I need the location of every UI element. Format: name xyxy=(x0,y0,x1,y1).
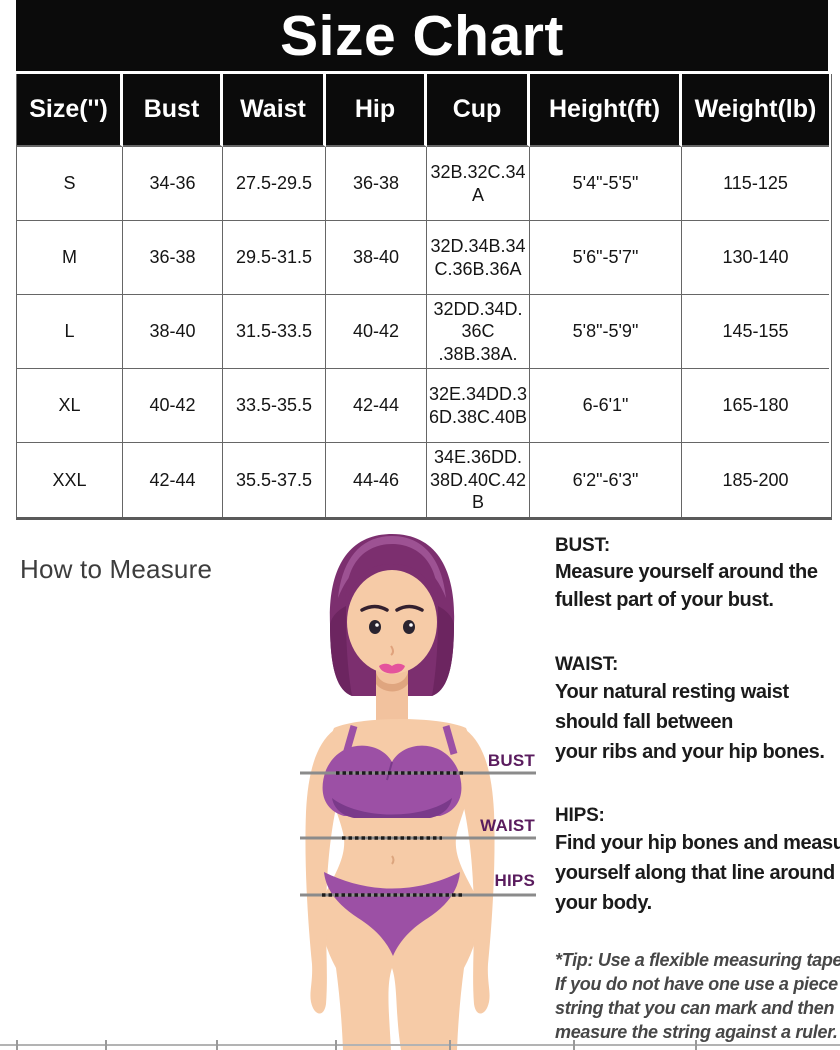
cropped-table-tick xyxy=(695,1040,697,1050)
instruction-line: Measure yourself around the xyxy=(555,561,818,583)
table-cell: 44-46 xyxy=(326,443,427,517)
waist-section: WAIST: Your natural resting waist should… xyxy=(555,653,840,767)
table-cell: 36-38 xyxy=(123,221,223,295)
hips-section: HIPS: Find your hip bones and measure yo… xyxy=(555,804,840,918)
table-cell: 32E.34DD.3 6D.38C.40B xyxy=(427,369,530,443)
page-title: Size Chart xyxy=(280,4,564,68)
table-cell: 27.5-29.5 xyxy=(223,147,326,221)
col-header-bust: Bust xyxy=(123,74,223,147)
bust-section-heading: BUST: xyxy=(555,535,610,556)
table-cell: 5'4"-5'5" xyxy=(530,147,682,221)
bust-section: BUST: Measure yourself around the fulles… xyxy=(555,534,840,614)
figure-label-waist: WAIST xyxy=(480,816,535,835)
instruction-line: yourself along that line around xyxy=(555,862,835,884)
tip-line: measure the string against a ruler. xyxy=(555,1022,838,1042)
neck xyxy=(376,670,408,735)
table-cell: 36-38 xyxy=(326,147,427,221)
cropped-table-tick xyxy=(216,1040,218,1050)
cropped-table-tick xyxy=(16,1040,18,1050)
table-cell: 145-155 xyxy=(682,295,829,369)
table-cell: 165-180 xyxy=(682,369,829,443)
size-table: Size('') Bust Waist Hip Cup Height(ft) W… xyxy=(16,74,832,520)
col-header-waist: Waist xyxy=(223,74,326,147)
table-cell: 130-140 xyxy=(682,221,829,295)
tip-line: *Tip: Use a flexible measuring tape. xyxy=(555,950,840,970)
table-cell: 185-200 xyxy=(722,469,789,490)
table-cell: 35.5-37.5 xyxy=(223,443,326,517)
col-header-hip: Hip xyxy=(326,74,427,147)
table-cell: 34E.36DD. 38D.40C.42 B xyxy=(427,443,530,517)
table-cell: 40-42 xyxy=(123,369,223,443)
table-cell: 34-36 xyxy=(123,147,223,221)
table-cell: 40-42 xyxy=(326,295,427,369)
col-header-weight: Weight(lb) xyxy=(682,74,829,147)
table-cell: XL xyxy=(17,369,123,443)
cropped-table-edge xyxy=(0,1044,840,1046)
figure-label-bust: BUST xyxy=(487,751,535,770)
table-cell: 38-40 xyxy=(326,221,427,295)
table-cell: 42-44 xyxy=(326,369,427,443)
bra xyxy=(322,725,462,818)
waist-section-heading: WAIST: xyxy=(555,654,619,675)
col-header-cup: Cup xyxy=(427,74,530,147)
table-cell: 32DD.34D. 36C .38B.38A. xyxy=(427,295,530,369)
cropped-table-tick xyxy=(335,1040,337,1050)
cropped-table-tick xyxy=(105,1040,107,1050)
table-cell: L xyxy=(17,295,123,369)
cropped-table-tick xyxy=(449,1040,451,1050)
table-cell: S xyxy=(17,147,123,221)
table-cell: 38-40 xyxy=(123,295,223,369)
cropped-table-tick xyxy=(573,1040,575,1050)
col-header-size: Size('') xyxy=(17,74,123,147)
face xyxy=(330,544,454,696)
table-cell: 115-125 xyxy=(682,147,829,221)
measurement-figure-illustration xyxy=(300,534,536,1050)
instruction-line: Your natural resting waist xyxy=(555,681,789,703)
instruction-line: your body. xyxy=(555,892,652,914)
how-to-measure-heading: How to Measure xyxy=(20,554,213,584)
instruction-line: your ribs and your hip bones. xyxy=(555,741,825,763)
hips-section-heading: HIPS: xyxy=(555,805,605,826)
table-cell: 5'8"-5'9" xyxy=(530,295,682,369)
title-banner: Size Chart xyxy=(16,0,828,71)
measure-instructions: BUST: Measure yourself around the fulles… xyxy=(555,530,840,1044)
table-cell: 31.5-33.5 xyxy=(223,295,326,369)
figure-label-hips: HIPS xyxy=(494,871,535,890)
table-cell: 32D.34B.34 C.36B.36A xyxy=(427,221,530,295)
tip-line: string that you can mark and then xyxy=(555,998,835,1018)
table-cell: XXL xyxy=(17,443,123,517)
instruction-line: Find your hip bones and measure xyxy=(555,832,840,854)
instruction-line: should fall between xyxy=(555,711,733,733)
tip-line: If you do not have one use a piece of xyxy=(555,974,840,994)
tip-section: *Tip: Use a flexible measuring tape. If … xyxy=(555,948,840,1044)
table-cell: 33.5-35.5 xyxy=(223,369,326,443)
table-cell: 42-44 xyxy=(123,443,223,517)
col-header-height: Height(ft) xyxy=(530,74,682,147)
table-cell: M xyxy=(17,221,123,295)
table-cell: 32B.32C.34 A xyxy=(427,147,530,221)
panties xyxy=(324,872,460,956)
instruction-line: fullest part of your bust. xyxy=(555,589,774,611)
measurement-lines-dotted xyxy=(322,771,466,897)
table-cell: 5'6"-5'7" xyxy=(530,221,682,295)
table-cell: 6'2"-6'3" xyxy=(530,443,682,517)
table-cell: 29.5-31.5 xyxy=(223,221,326,295)
table-cell: 6-6'1" xyxy=(530,369,682,443)
